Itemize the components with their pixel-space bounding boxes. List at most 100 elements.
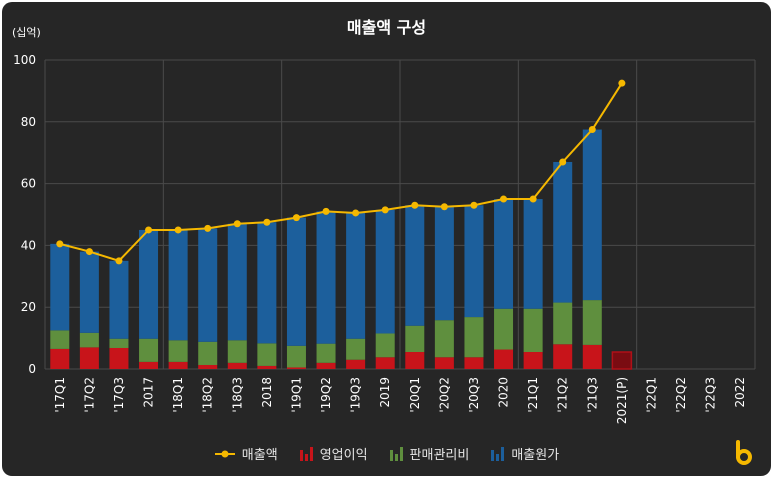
bar-operating-profit xyxy=(79,347,99,369)
bar-cogs xyxy=(434,206,454,321)
legend-label-revenue: 매출액 xyxy=(241,448,278,463)
bar-operating-profit xyxy=(434,357,454,369)
legend-item-revenue[interactable]: 매출액 xyxy=(214,444,278,463)
bar-operating-profit xyxy=(316,362,336,369)
x-tick-label: '20Q3 xyxy=(467,377,481,413)
bar-cogs xyxy=(375,209,395,334)
bar-operating-profit xyxy=(109,347,129,369)
revenue-point xyxy=(174,226,182,234)
x-tick-label: '17Q3 xyxy=(112,377,126,413)
line-marker-icon xyxy=(214,450,235,457)
x-tick-label: '21Q2 xyxy=(556,377,570,413)
revenue-point xyxy=(115,257,123,265)
x-tick-label: '22Q3 xyxy=(704,377,718,413)
bar-sga xyxy=(434,320,454,358)
x-tick-label: '19Q2 xyxy=(319,377,333,413)
bar-sga xyxy=(523,308,543,353)
bar-operating-profit xyxy=(553,344,573,369)
x-tick-label: 2022 xyxy=(733,377,747,408)
bar-cogs xyxy=(464,205,484,318)
bar-sga xyxy=(316,343,336,363)
revenue-point xyxy=(559,158,567,166)
y-tick-label: 60 xyxy=(21,177,36,191)
revenue-point xyxy=(85,248,93,256)
legend-item-sga[interactable]: 판매관리비 xyxy=(389,444,470,463)
bar-sga xyxy=(553,302,573,345)
bar-cogs xyxy=(523,199,543,309)
revenue-point xyxy=(322,207,330,215)
legend-item-operating-profit[interactable]: 영업이익 xyxy=(299,444,368,463)
x-tick-label: '18Q1 xyxy=(171,377,185,413)
x-tick-label: '18Q3 xyxy=(230,377,244,413)
revenue-point xyxy=(381,206,389,214)
x-tick-label: '19Q3 xyxy=(349,377,363,413)
legend-label-operating-profit: 영업이익 xyxy=(319,448,368,463)
bar-sga xyxy=(139,338,159,362)
legend: 매출액 영업이익 판매관리비 매출원가 xyxy=(0,444,773,463)
bar-cogs xyxy=(79,251,99,333)
x-tick-label: 2017 xyxy=(142,377,156,408)
revenue-point xyxy=(56,240,64,248)
bar-operating-profit xyxy=(198,364,218,369)
x-tick-label: 2018 xyxy=(260,377,274,408)
bar-sga xyxy=(198,341,218,365)
revenue-point xyxy=(411,201,419,209)
bar-operating-profit xyxy=(227,362,247,369)
y-axis-unit: (십억) xyxy=(12,26,41,39)
x-tick-label: '21Q3 xyxy=(585,377,599,413)
revenue-point xyxy=(500,195,508,203)
revenue-point xyxy=(618,79,626,87)
bar-operating-profit xyxy=(139,361,159,369)
revenue-point xyxy=(470,201,478,209)
bar-cogs xyxy=(227,223,247,341)
bar-cogs xyxy=(582,129,602,301)
revenue-point xyxy=(233,220,241,228)
bar-sga xyxy=(494,308,514,350)
x-tick-label: '21Q1 xyxy=(526,377,540,413)
bar-cogs xyxy=(50,243,70,331)
bar-sga xyxy=(109,338,129,348)
bar-sga xyxy=(375,333,395,358)
legend-label-cogs: 매출원가 xyxy=(511,448,560,463)
bar-cogs xyxy=(494,199,514,309)
revenue-point xyxy=(588,126,596,134)
bar-sga xyxy=(257,343,277,366)
x-tick-label: '22Q2 xyxy=(674,377,688,413)
bar-cogs xyxy=(405,205,425,326)
chart-title: 매출액 구성 xyxy=(346,18,427,37)
x-tick-labels: '17Q1 '17Q2 '17Q3 2017 '18Q1 '18Q2 '18Q3 2018 '1… xyxy=(53,377,747,424)
x-tick-label: '18Q2 xyxy=(201,377,215,413)
bar-operating-profit xyxy=(50,348,70,369)
revenue-line xyxy=(59,82,623,262)
bar-sga xyxy=(168,340,188,362)
x-tick-label: '20Q2 xyxy=(437,377,451,413)
legend-label-sga: 판매관리비 xyxy=(409,448,470,463)
revenue-point xyxy=(529,195,537,203)
bar-operating-profit xyxy=(286,367,306,369)
bar-operating-profit xyxy=(582,344,602,369)
legend-item-cogs[interactable]: 매출원가 xyxy=(491,444,559,463)
revenue-point xyxy=(292,214,300,222)
bar-cogs xyxy=(139,229,159,339)
grid-layer xyxy=(44,59,756,370)
bar-operating-profit xyxy=(257,365,277,369)
revenue-point xyxy=(440,203,448,211)
bar-cogs xyxy=(198,228,218,342)
brand-logo-icon xyxy=(736,440,752,465)
y-tick-label: 40 xyxy=(21,238,36,252)
bar-layer xyxy=(50,129,633,370)
bar-sga xyxy=(79,332,99,348)
x-tick-label: '20Q1 xyxy=(408,377,422,413)
bar-sga xyxy=(405,325,425,353)
y-tick-label: 0 xyxy=(28,362,36,376)
bar-operating-profit xyxy=(611,351,633,370)
revenue-point xyxy=(204,224,212,232)
bar-cogs xyxy=(286,217,306,346)
bar-operating-profit xyxy=(168,361,188,369)
bar-sga xyxy=(464,317,484,358)
revenue-point xyxy=(145,226,153,234)
bar-sga xyxy=(286,345,306,368)
revenue-point xyxy=(352,209,360,217)
bar-sga xyxy=(50,330,70,349)
x-tick-label: '17Q1 xyxy=(53,377,67,413)
